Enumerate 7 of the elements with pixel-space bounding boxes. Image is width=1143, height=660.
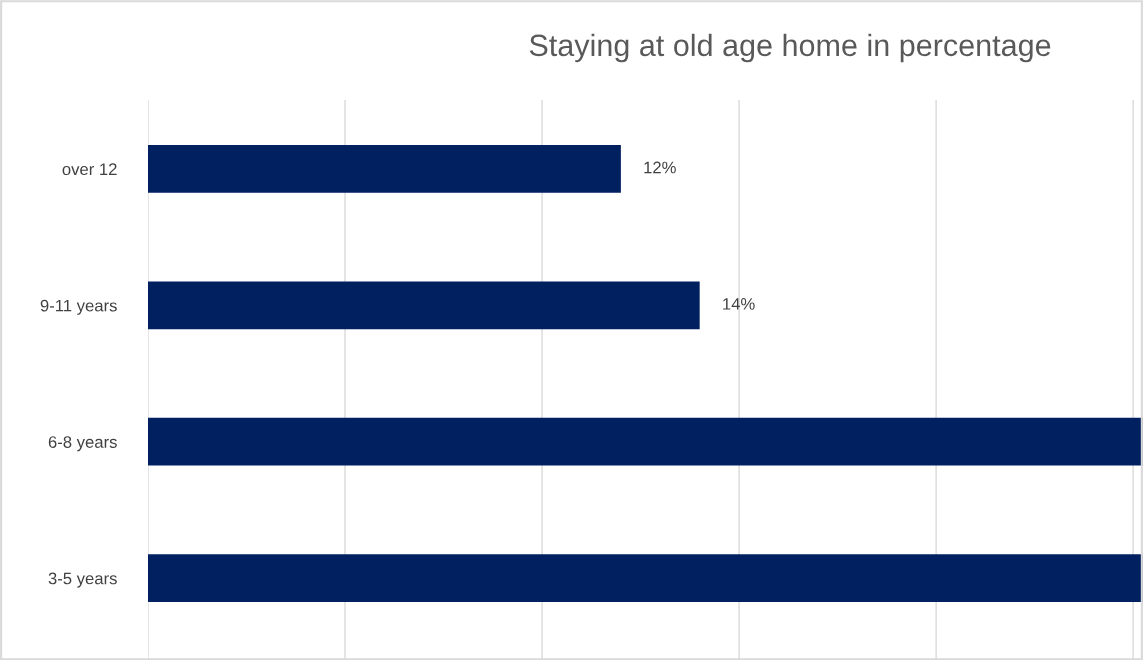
data-label: 12% [644,161,676,174]
y-tick-label: over 12 [62,163,117,176]
data-label: 14% [723,298,755,310]
y-tick-label: 9-11 years [40,299,117,315]
chart-title: Staying at old age home in percentage [529,33,1051,63]
y-tick-label: 6-8 years [48,436,117,452]
y-tick-label: 3-5 years [48,572,117,588]
